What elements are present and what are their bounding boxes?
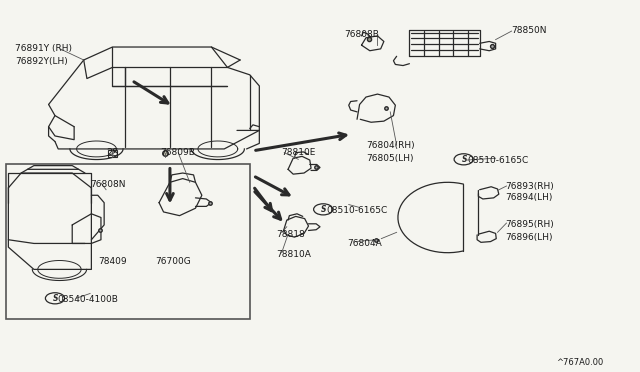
Text: 08510-6165C: 08510-6165C: [467, 156, 528, 165]
Bar: [6, 164, 250, 320]
Text: 76804(RH): 76804(RH): [366, 141, 415, 150]
Text: 78818: 78818: [276, 230, 305, 239]
Text: 2S: 2S: [106, 148, 118, 158]
Text: 78810E: 78810E: [282, 148, 316, 157]
Text: 78850N: 78850N: [511, 26, 547, 35]
Text: 76805(LH): 76805(LH): [366, 154, 413, 163]
Text: S: S: [461, 155, 467, 164]
Text: 08510-6165C: 08510-6165C: [326, 206, 388, 215]
Text: 76809B: 76809B: [161, 148, 195, 157]
Text: 78810A: 78810A: [276, 250, 312, 259]
Text: 76892Y(LH): 76892Y(LH): [15, 57, 67, 66]
Text: S: S: [321, 205, 326, 214]
Text: 76893(RH): 76893(RH): [505, 182, 554, 190]
Text: 76700G: 76700G: [156, 257, 191, 266]
Text: 78409: 78409: [98, 257, 127, 266]
Text: 76896(LH): 76896(LH): [505, 232, 553, 242]
Text: 76808B: 76808B: [344, 29, 379, 39]
Text: 76894(LH): 76894(LH): [505, 193, 552, 202]
Text: S: S: [53, 294, 58, 303]
Text: 08540-4100B: 08540-4100B: [57, 295, 118, 304]
Bar: [108, 150, 117, 157]
Text: 76891Y (RH): 76891Y (RH): [15, 44, 72, 53]
Text: 76895(RH): 76895(RH): [505, 221, 554, 230]
Text: 76804A: 76804A: [348, 239, 382, 248]
Text: 76808N: 76808N: [90, 180, 125, 189]
Text: ^767A0.00: ^767A0.00: [556, 357, 604, 366]
